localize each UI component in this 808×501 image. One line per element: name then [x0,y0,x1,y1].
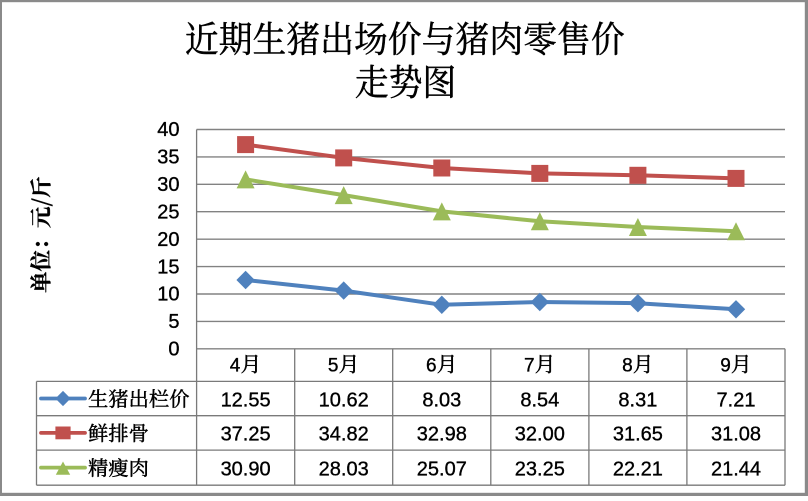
svg-text:10: 10 [157,284,179,306]
svg-text:6: 6 [426,356,437,377]
svg-text:8.54: 8.54 [520,389,559,411]
svg-text:35: 35 [157,147,179,169]
svg-text:8.31: 8.31 [618,389,657,411]
svg-text:5: 5 [168,311,179,333]
svg-text:34.82: 34.82 [319,424,369,446]
svg-text:32.00: 32.00 [515,424,565,446]
svg-text:22.21: 22.21 [613,458,663,480]
svg-text:30.90: 30.90 [221,458,271,480]
svg-text:9: 9 [720,356,731,377]
svg-text:31.08: 31.08 [711,424,761,446]
svg-text:10.62: 10.62 [319,389,369,411]
svg-text:4: 4 [230,356,241,377]
svg-text:20: 20 [157,229,179,251]
svg-text:30: 30 [157,174,179,196]
svg-text:12.55: 12.55 [221,389,271,411]
svg-text:40: 40 [157,119,179,141]
svg-text:8.03: 8.03 [422,389,461,411]
svg-text:0: 0 [168,339,179,361]
svg-text:32.98: 32.98 [417,424,467,446]
svg-text:8: 8 [622,356,633,377]
svg-text:37.25: 37.25 [221,424,271,446]
svg-text:28.03: 28.03 [319,458,369,480]
svg-text:25: 25 [157,201,179,223]
svg-text:7.21: 7.21 [717,389,756,411]
svg-text:15: 15 [157,256,179,278]
svg-text:23.25: 23.25 [515,458,565,480]
svg-text:21.44: 21.44 [711,458,761,480]
svg-text:25.07: 25.07 [417,458,467,480]
svg-text:7: 7 [524,356,535,377]
svg-text:31.65: 31.65 [613,424,663,446]
svg-text:5: 5 [328,356,339,377]
